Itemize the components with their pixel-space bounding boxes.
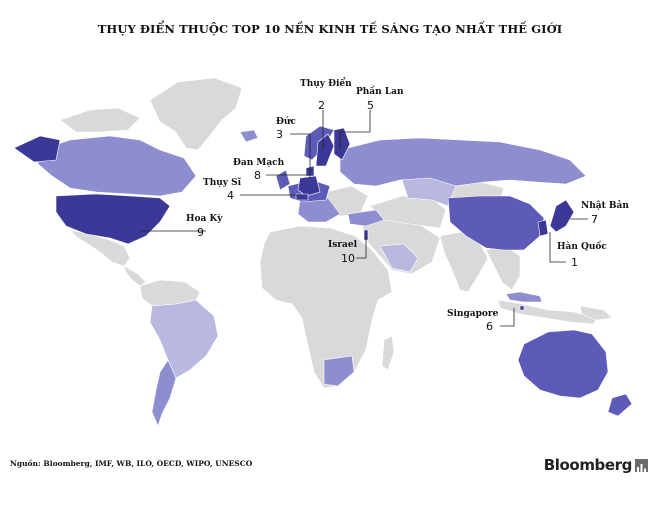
madagascar-shape <box>381 335 395 371</box>
leader-lines <box>140 110 588 327</box>
label-name-singapore: Singapore <box>447 309 499 319</box>
label-name-japan: Nhật Bản <box>581 200 629 211</box>
leader-finland <box>339 110 371 150</box>
south-africa-shape <box>323 355 355 387</box>
leader-singapore <box>500 308 515 327</box>
label-rank-japan: 7 <box>591 213 598 226</box>
label-rank-usa: 9 <box>197 226 204 239</box>
sweden-shape <box>315 133 335 167</box>
label-name-south-korea: Hàn Quốc <box>557 240 607 252</box>
label-name-germany: Đức <box>276 116 296 127</box>
japan-shape <box>549 199 575 233</box>
central-america-shape <box>123 265 147 287</box>
southeast-asia-shape <box>485 245 521 291</box>
russia-shape <box>339 137 587 187</box>
china-shape <box>447 195 545 251</box>
turkey-shape <box>347 209 385 227</box>
label-name-israel: Israel <box>328 240 358 250</box>
arctic-islands-shape <box>59 107 141 133</box>
south-korea-shape <box>537 219 549 237</box>
label-rank-sweden: 2 <box>318 99 325 112</box>
saudi-shape <box>379 243 419 273</box>
label-name-sweden: Thụy Điển <box>300 77 352 89</box>
label-rank-germany: 3 <box>276 128 283 141</box>
israel-shape <box>363 229 369 241</box>
label-name-switzerland: Thụy Sĩ <box>203 177 242 188</box>
southern-europe-shape <box>297 197 341 223</box>
switzerland-shape <box>295 193 309 201</box>
landmass-light <box>37 129 587 427</box>
singapore-shape <box>519 305 525 311</box>
landmass-pale <box>149 175 457 379</box>
brand-text: Bloomberg <box>543 456 633 474</box>
source-note: Nguồn: Bloomberg, IMF, WB, ILO, OECD, WI… <box>10 459 253 468</box>
label-rank-singapore: 6 <box>486 320 493 333</box>
alaska-shape <box>13 135 61 163</box>
leader-germany <box>290 133 311 178</box>
label-rank-denmark: 8 <box>254 169 261 182</box>
label-name-denmark: Đan Mạch <box>233 158 285 168</box>
label-rank-switzerland: 4 <box>227 189 234 202</box>
country-labels: Thụy Điển 2 Phần Lan 5 Đức 3 Đan Mạch 8 … <box>186 77 629 333</box>
landmass-dark <box>13 127 575 311</box>
finland-shape <box>333 127 351 161</box>
leader-israel <box>356 236 367 259</box>
south-america-south-shape <box>151 359 177 427</box>
label-rank-israel: 10 <box>341 252 355 265</box>
label-name-finland: Phần Lan <box>356 85 404 97</box>
label-rank-south-korea: 1 <box>571 256 578 269</box>
label-rank-finland: 5 <box>367 99 374 112</box>
papua-shape <box>579 305 613 321</box>
iceland-shape <box>239 129 259 143</box>
bar-chart-icon <box>635 458 648 472</box>
map-title: THỤY ĐIỂN THUỘC TOP 10 NỀN KINH TẾ SÁNG … <box>97 22 563 36</box>
malaysia-shape <box>505 291 543 303</box>
landmass-base <box>59 77 613 389</box>
australia-shape <box>517 329 609 399</box>
leader-south-korea <box>549 232 566 263</box>
central-asia-shape <box>369 195 447 229</box>
new-zealand-shape <box>607 393 633 417</box>
greenland-shape <box>149 77 243 151</box>
bloomberg-logo: Bloomberg <box>544 456 648 474</box>
canada-shape <box>37 135 197 197</box>
usa-shape <box>55 193 171 245</box>
brazil-shape <box>149 299 219 379</box>
germany-shape <box>297 175 321 197</box>
label-name-usa: Hoa Kỳ <box>186 214 223 224</box>
